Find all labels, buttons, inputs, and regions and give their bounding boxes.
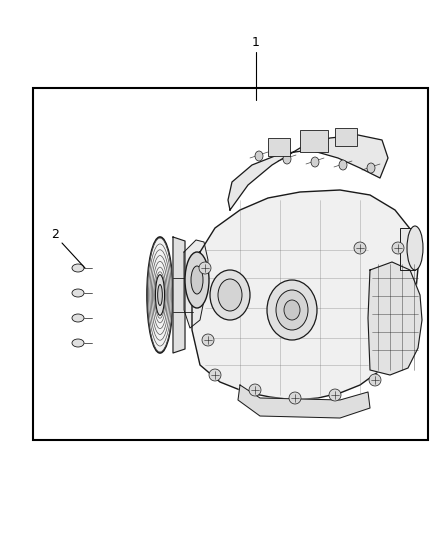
Polygon shape	[368, 262, 422, 375]
Ellipse shape	[218, 279, 242, 311]
Bar	[335, 128, 357, 146]
Ellipse shape	[72, 314, 84, 322]
Bar	[400, 228, 415, 270]
Text: 2: 2	[51, 229, 59, 241]
Text: 1: 1	[252, 36, 260, 49]
Ellipse shape	[155, 274, 165, 316]
Ellipse shape	[339, 160, 347, 170]
Ellipse shape	[354, 242, 366, 254]
Ellipse shape	[407, 226, 423, 270]
Polygon shape	[238, 385, 370, 418]
Ellipse shape	[191, 266, 203, 294]
Ellipse shape	[255, 151, 263, 161]
Ellipse shape	[72, 264, 84, 272]
Ellipse shape	[369, 374, 381, 386]
Ellipse shape	[209, 369, 221, 381]
Ellipse shape	[185, 252, 209, 308]
Ellipse shape	[267, 280, 317, 340]
Ellipse shape	[392, 242, 404, 254]
Polygon shape	[173, 237, 185, 353]
Ellipse shape	[276, 290, 308, 330]
Ellipse shape	[249, 384, 261, 396]
Ellipse shape	[311, 157, 319, 167]
Ellipse shape	[283, 154, 291, 164]
Ellipse shape	[147, 237, 173, 353]
Bar	[33, 88, 428, 440]
Polygon shape	[228, 135, 388, 210]
Ellipse shape	[367, 163, 375, 173]
Ellipse shape	[289, 392, 301, 404]
Ellipse shape	[72, 339, 84, 347]
Ellipse shape	[329, 389, 341, 401]
Ellipse shape	[72, 289, 84, 297]
Bar	[300, 130, 328, 152]
Polygon shape	[184, 240, 208, 328]
Polygon shape	[192, 190, 418, 400]
Ellipse shape	[158, 285, 162, 305]
Bar	[268, 138, 290, 156]
Ellipse shape	[210, 270, 250, 320]
Ellipse shape	[199, 262, 211, 274]
Ellipse shape	[202, 334, 214, 346]
Ellipse shape	[284, 300, 300, 320]
